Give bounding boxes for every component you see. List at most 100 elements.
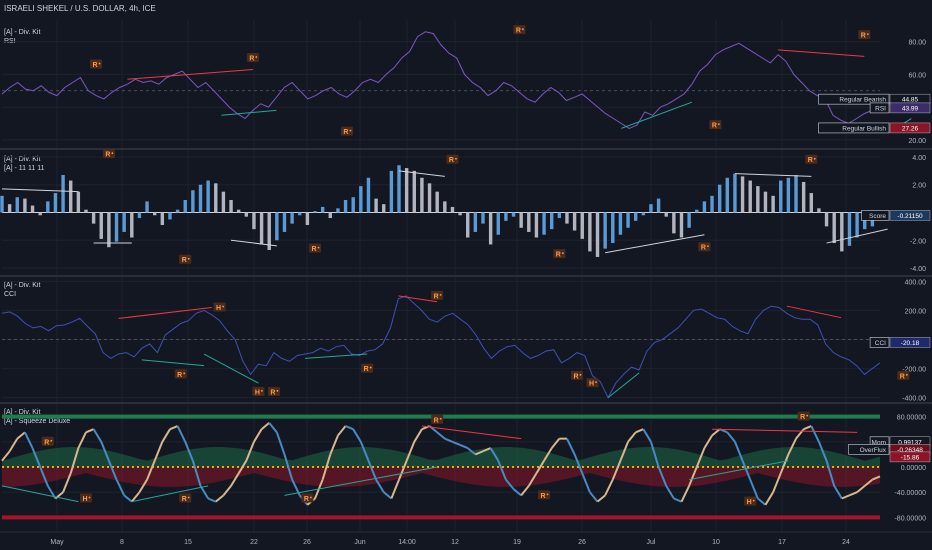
squeeze-marker-1: R (434, 417, 439, 424)
x-tick-4: 26 (303, 539, 311, 546)
score-bar-106 (809, 193, 813, 213)
x-tick-8: 19 (513, 539, 521, 546)
score-marker-1: R (449, 157, 454, 164)
mom-seg-9 (62, 472, 72, 493)
squeeze-marker-bg-3 (79, 493, 92, 503)
mom-seg-62 (467, 447, 476, 456)
cci-pane: 400.00200.000.00-200.00-400.00HRRHRRRHRC… (0, 279, 932, 404)
mom-seg-38 (283, 454, 294, 480)
score-bar-48 (366, 177, 371, 213)
squeeze-marker-6: R (541, 493, 546, 500)
x-tick-13: 24 (842, 539, 850, 546)
mom-seg-23 (169, 425, 178, 431)
mom-seg-111 (841, 494, 850, 500)
mom-seg-11 (77, 431, 87, 449)
score-bar-40 (305, 212, 310, 225)
mom-seg-83 (627, 431, 637, 443)
score-marker-bg-0 (102, 149, 115, 159)
score-bar-91 (695, 209, 699, 213)
score-bar-105 (801, 181, 806, 213)
score-bar-81 (618, 212, 623, 235)
score-bar-101 (771, 195, 775, 213)
rsi-indicator-title[interactable]: [A] - Div. Kit (4, 29, 41, 36)
score-bar-77 (588, 212, 592, 252)
score-bar-30 (229, 200, 233, 213)
squeeze-cloud-green (2, 447, 880, 467)
score-tag-value-bg-0 (889, 210, 931, 221)
cci-marker-bg-8 (897, 370, 910, 380)
mom-seg-15 (107, 460, 118, 480)
mom-seg-10 (69, 447, 80, 474)
score-divergence-4 (605, 234, 705, 254)
mom-seg-34 (253, 428, 263, 443)
mom-seg-99 (749, 479, 759, 499)
score-bar-110 (840, 212, 844, 252)
squeeze-marker-dot-0 (50, 439, 53, 442)
score-marker-2: R (808, 157, 813, 164)
score-bar-47 (359, 186, 363, 213)
mom-seg-72 (543, 447, 553, 462)
score-bar-15 (114, 212, 119, 242)
score-bar-50 (382, 204, 386, 213)
mom-seg-113 (856, 485, 866, 493)
mom-seg-20 (146, 460, 156, 480)
rsi-marker-bg-3 (858, 30, 871, 40)
cci-marker-bg-2 (174, 369, 187, 379)
cci-indicator-title[interactable]: [A] - Div. Kit (4, 282, 41, 289)
x-tick-6: 14:00 (398, 539, 416, 546)
squeeze-marker-dot-4 (187, 496, 190, 499)
cci-marker-4: R (270, 389, 275, 396)
mom-seg-81 (611, 460, 622, 480)
rsi-ytick-3: 20.00 (908, 138, 926, 145)
score-bar-97 (740, 176, 745, 213)
score-bar-31 (236, 209, 241, 213)
squeeze-marker-bg-6 (538, 490, 551, 500)
cci-divergence-6 (786, 305, 842, 319)
squeeze-marker-bg-2 (797, 411, 810, 421)
squeeze-marker-dot-2 (806, 414, 809, 417)
score-bar-0 (0, 195, 4, 213)
squeeze-tag-label-bg-1 (848, 444, 890, 455)
cci-marker-5: R (364, 366, 369, 373)
score-marker-bg-4 (309, 243, 322, 253)
score-marker-3: R (182, 257, 187, 264)
x-tick-9: 26 (578, 539, 586, 546)
squeeze-marker-bg-1 (431, 414, 444, 424)
rsi-tag-value-bg-2 (889, 122, 931, 134)
mom-seg-30 (222, 485, 232, 496)
score-bar-53 (404, 168, 409, 213)
mom-seg-69 (520, 485, 530, 496)
cci-marker-2: R (177, 372, 182, 379)
mom-seg-61 (459, 444, 469, 450)
score-indicator-sub: [A] - 11 11 11 (4, 165, 45, 172)
cci-tag-label-bg-0 (869, 337, 890, 348)
mom-seg-27 (199, 485, 209, 500)
score-bar-8 (61, 175, 65, 213)
rsi-marker-dot-4 (349, 129, 352, 132)
cci-ytick-0: 400.00 (905, 279, 927, 286)
mom-seg-55 (413, 428, 423, 443)
score-indicator-title[interactable]: [A] - Div. Kit (4, 156, 41, 163)
cci-marker-dot-0 (222, 305, 224, 308)
cci-ytick-4: -400.00 (902, 396, 926, 403)
squeeze-marker-bg-4 (179, 493, 192, 503)
cci-marker-bg-5 (361, 363, 374, 373)
x-tick-3: 22 (250, 539, 258, 546)
x-tick-1: 8 (120, 539, 124, 546)
squeeze-marker-bg-0 (41, 436, 54, 446)
score-marker-dot-0 (111, 152, 114, 155)
mom-seg-91 (688, 466, 698, 487)
score-bar-92 (702, 201, 707, 213)
cci-marker-bg-0 (213, 302, 226, 312)
mom-seg-101 (764, 491, 774, 506)
rsi-marker-dot-0 (98, 62, 101, 65)
squeeze-marker-bg-7 (744, 496, 757, 506)
mom-seg-2 (8, 438, 19, 452)
mom-seg-80 (604, 479, 614, 496)
score-bar-51 (389, 170, 394, 213)
rsi-marker-1: R (249, 56, 254, 63)
score-bar-12 (91, 212, 96, 224)
squeeze-indicator-title[interactable]: [A] - Div. Kit (4, 409, 41, 416)
